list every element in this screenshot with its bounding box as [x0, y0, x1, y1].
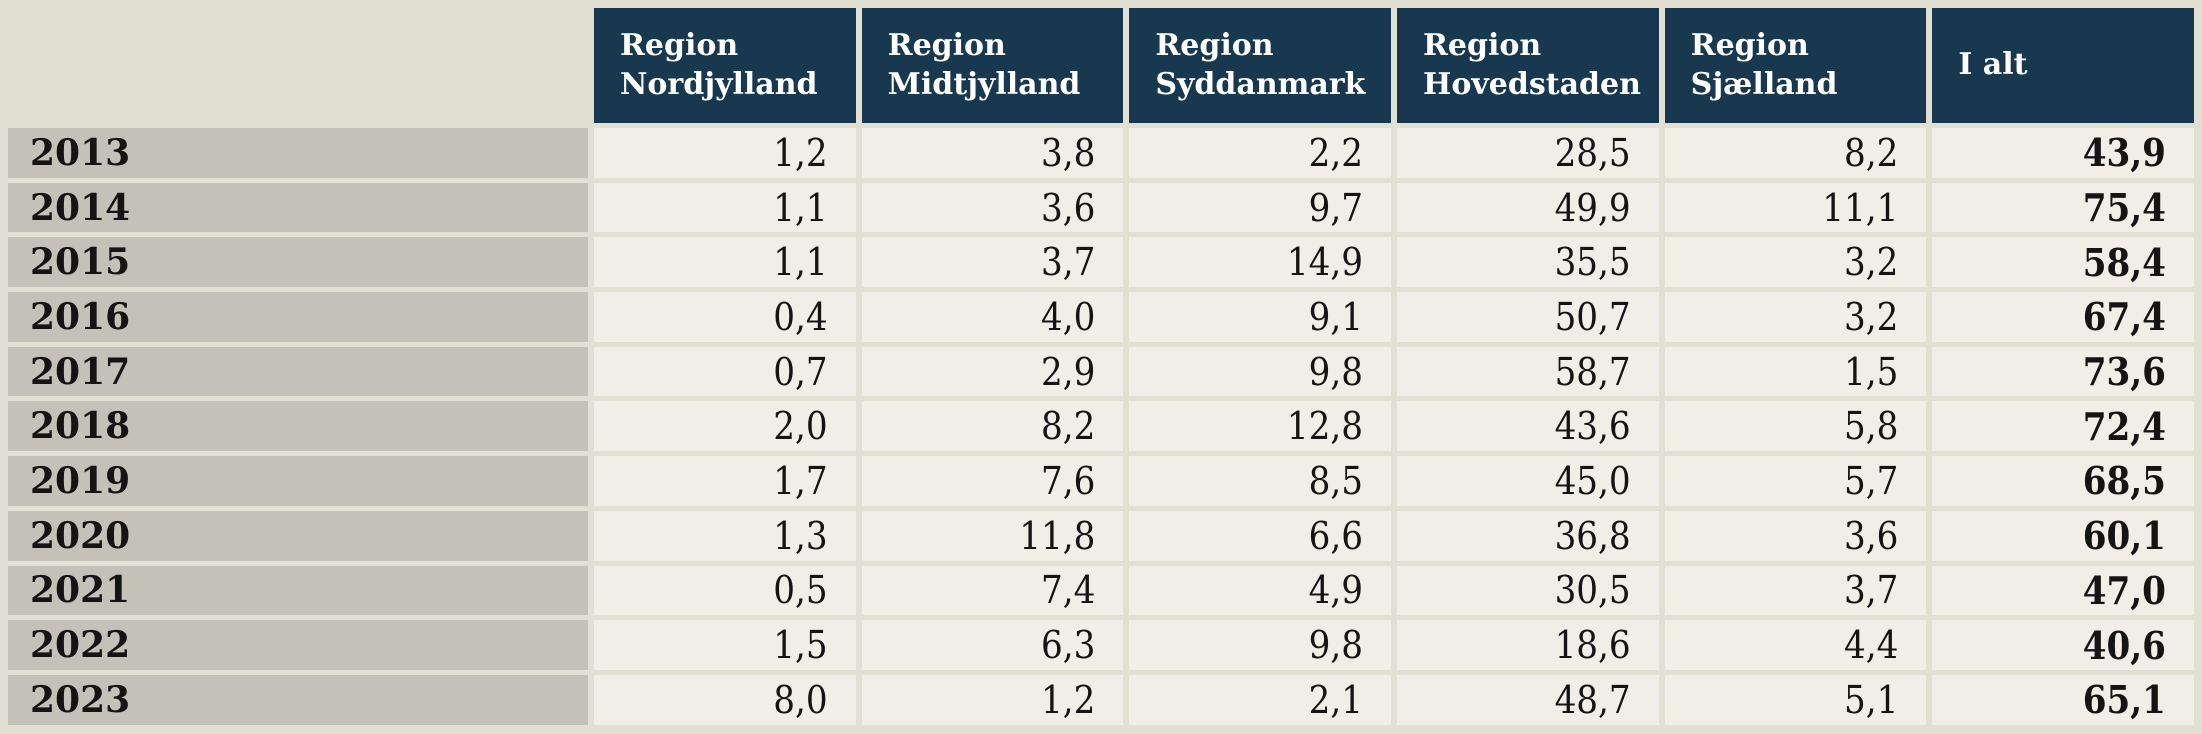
value-cell: 1,5 [594, 620, 856, 670]
value-cell: 12,8 [1129, 401, 1391, 452]
year-label: 2018 [8, 401, 588, 452]
value-cell: 9,8 [1129, 620, 1391, 670]
value-cell: 2,0 [594, 401, 856, 452]
value-cell: 1,2 [861, 674, 1124, 725]
year-label: 2013 [8, 128, 588, 178]
value-cell: 3,8 [861, 128, 1124, 178]
value-cell: 2,2 [1129, 128, 1391, 178]
value-cell: 6,6 [1129, 510, 1391, 561]
value-cell: 43,6 [1396, 401, 1659, 452]
value-cell: 4,0 [861, 292, 1124, 342]
year-label: 2015 [8, 237, 588, 288]
total-cell: 60,1 [1932, 510, 2194, 561]
value-cell: 6,3 [861, 620, 1124, 670]
year-label: 2023 [8, 674, 588, 725]
value-cell: 28,5 [1396, 128, 1659, 178]
value-cell: 3,2 [1664, 292, 1927, 342]
value-cell: 8,2 [1664, 128, 1927, 178]
value-cell: 8,0 [594, 674, 856, 725]
year-label: 2017 [8, 346, 588, 397]
total-cell: 47,0 [1932, 565, 2194, 616]
value-cell: 1,2 [594, 128, 856, 178]
year-label: 2022 [8, 620, 588, 670]
value-cell: 30,5 [1396, 565, 1659, 616]
total-cell: 75,4 [1932, 182, 2194, 233]
year-label: 2021 [8, 565, 588, 616]
column-header: Region Midtjylland [861, 8, 1124, 123]
total-cell: 40,6 [1932, 620, 2194, 670]
corner-cell [8, 8, 588, 123]
value-cell: 0,4 [594, 292, 856, 342]
value-cell: 3,6 [1664, 510, 1927, 561]
value-cell: 1,3 [594, 510, 856, 561]
value-cell: 4,9 [1129, 565, 1391, 616]
total-cell: 68,5 [1932, 456, 2194, 506]
value-cell: 0,7 [594, 346, 856, 397]
value-cell: 8,2 [861, 401, 1124, 452]
value-cell: 2,9 [861, 346, 1124, 397]
value-cell: 1,5 [1664, 346, 1927, 397]
value-cell: 7,6 [861, 456, 1124, 506]
value-cell: 1,1 [594, 237, 856, 288]
value-cell: 35,5 [1396, 237, 1659, 288]
value-cell: 14,9 [1129, 237, 1391, 288]
value-cell: 5,1 [1664, 674, 1927, 725]
value-cell: 9,8 [1129, 346, 1391, 397]
value-cell: 36,8 [1396, 510, 1659, 561]
value-cell: 11,1 [1664, 182, 1927, 233]
value-cell: 45,0 [1396, 456, 1659, 506]
value-cell: 48,7 [1396, 674, 1659, 725]
total-cell: 67,4 [1932, 292, 2194, 342]
value-cell: 49,9 [1396, 182, 1659, 233]
value-cell: 8,5 [1129, 456, 1391, 506]
total-cell: 73,6 [1932, 346, 2194, 397]
column-header: Region Hovedstaden [1396, 8, 1659, 123]
column-header: I alt [1932, 8, 2194, 123]
value-cell: 9,1 [1129, 292, 1391, 342]
value-cell: 58,7 [1396, 346, 1659, 397]
value-cell: 50,7 [1396, 292, 1659, 342]
value-cell: 18,6 [1396, 620, 1659, 670]
total-cell: 65,1 [1932, 674, 2194, 725]
value-cell: 4,4 [1664, 620, 1927, 670]
year-label: 2019 [8, 456, 588, 506]
value-cell: 3,2 [1664, 237, 1927, 288]
value-cell: 5,8 [1664, 401, 1927, 452]
year-label: 2016 [8, 292, 588, 342]
value-cell: 1,1 [594, 182, 856, 233]
value-cell: 1,7 [594, 456, 856, 506]
year-label: 2020 [8, 510, 588, 561]
value-cell: 2,1 [1129, 674, 1391, 725]
value-cell: 3,7 [1664, 565, 1927, 616]
total-cell: 58,4 [1932, 237, 2194, 288]
value-cell: 9,7 [1129, 182, 1391, 233]
value-cell: 11,8 [861, 510, 1124, 561]
value-cell: 3,7 [861, 237, 1124, 288]
total-cell: 43,9 [1932, 128, 2194, 178]
total-cell: 72,4 [1932, 401, 2194, 452]
value-cell: 3,6 [861, 182, 1124, 233]
value-cell: 7,4 [861, 565, 1124, 616]
year-label: 2014 [8, 182, 588, 233]
value-cell: 0,5 [594, 565, 856, 616]
data-grid: Region Nordjylland Region Midtjylland Regi… [8, 8, 2194, 725]
column-header: Region Syddanmark [1129, 8, 1391, 123]
column-header: Region Nordjylland [594, 8, 856, 123]
column-header: Region Sjælland [1664, 8, 1927, 123]
value-cell: 5,7 [1664, 456, 1927, 506]
